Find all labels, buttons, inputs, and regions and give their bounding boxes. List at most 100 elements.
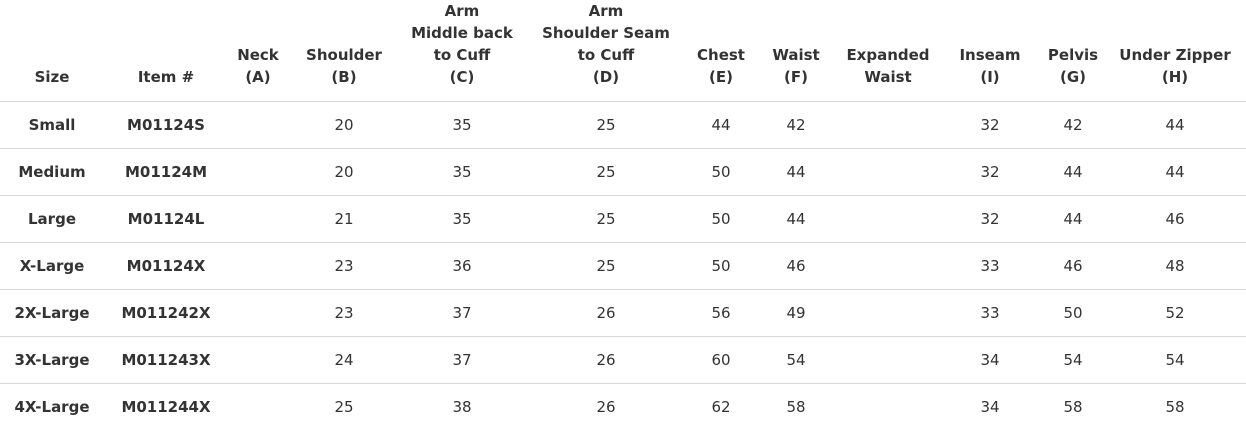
header-line: Neck	[237, 46, 279, 64]
header-line: (F)	[784, 68, 808, 86]
shoulder-cell: 21	[288, 195, 400, 243]
header-line: Item #	[137, 68, 195, 86]
header-line: (C)	[449, 68, 475, 86]
chest-cell: 62	[711, 398, 731, 416]
item-number-cell: M01124X	[104, 242, 228, 290]
header-item-number: Item #	[104, 0, 228, 102]
arm-shoulder-seam-cell: 26	[596, 398, 616, 416]
size-cell: 4X-Large	[14, 398, 90, 416]
chest-cell: 56	[688, 289, 754, 337]
neck-cell	[228, 242, 288, 290]
arm-shoulder-seam-cell: 25	[524, 101, 688, 149]
header-neck: Neck (A)	[228, 0, 288, 102]
arm-middle-back-cell: 35	[400, 148, 524, 196]
neck-cell	[228, 195, 288, 243]
inseam-cell: 34	[938, 336, 1042, 384]
table-row: X-Large M01124X 23 36 25 50 46 33 46 48	[0, 242, 1246, 290]
item-number-cell: M011242X	[104, 289, 228, 337]
neck-cell	[228, 101, 288, 149]
waist-cell: 46	[754, 242, 838, 290]
pelvis-cell: 58	[1063, 398, 1083, 416]
inseam-cell: 33	[938, 242, 1042, 290]
pelvis-cell: 46	[1042, 242, 1104, 290]
neck-cell	[228, 289, 288, 337]
header-line: (E)	[709, 68, 733, 86]
neck-cell	[228, 336, 288, 384]
item-number-cell: M01124M	[104, 148, 228, 196]
header-row: Size Item # Neck (A) Shoulder (B) Arm Mi…	[0, 0, 1246, 102]
header-line: Size	[34, 68, 70, 86]
arm-middle-back-cell: 35	[400, 101, 524, 149]
table-row: 4X-Large M011244X 25 38 26 62 58 34 58 5…	[0, 384, 1246, 431]
shoulder-cell: 20	[288, 148, 400, 196]
item-number-cell: M01124S	[104, 101, 228, 149]
header-line: Shoulder Seam	[542, 24, 670, 42]
table-row: Medium M01124M 20 35 25 50 44 32 44 44	[0, 148, 1246, 196]
header-line: to Cuff	[433, 46, 491, 64]
header-arm-shoulder-seam: Arm Shoulder Seam to Cuff (D)	[524, 0, 688, 102]
size-cell: Medium	[0, 148, 104, 196]
header-line: Arm	[444, 2, 480, 20]
waist-cell: 54	[754, 336, 838, 384]
size-cell: 3X-Large	[0, 336, 104, 384]
header-line: Under Zipper	[1119, 46, 1231, 64]
inseam-cell: 32	[938, 101, 1042, 149]
expanded-waist-cell	[838, 336, 938, 384]
size-cell: X-Large	[0, 242, 104, 290]
header-pelvis: Pelvis (G)	[1042, 0, 1104, 102]
inseam-cell: 34	[980, 398, 1000, 416]
header-chest: Chest (E)	[688, 0, 754, 102]
header-line: to Cuff	[577, 46, 635, 64]
arm-middle-back-cell: 37	[400, 289, 524, 337]
expanded-waist-cell	[838, 101, 938, 149]
arm-middle-back-cell: 35	[400, 195, 524, 243]
header-line: (H)	[1161, 68, 1189, 86]
waist-cell: 42	[754, 101, 838, 149]
expanded-waist-cell	[838, 384, 938, 431]
arm-middle-back-cell: 38	[452, 398, 472, 416]
chest-cell: 50	[688, 148, 754, 196]
table-row: Small M01124S 20 35 25 44 42 32 42 44	[0, 101, 1246, 149]
under-zipper-cell: 44	[1104, 148, 1246, 196]
header-line: Inseam	[959, 46, 1021, 64]
table-row: 3X-Large M011243X 24 37 26 60 54 34 54 5…	[0, 336, 1246, 384]
header-line: Waist	[864, 68, 912, 86]
under-zipper-cell: 46	[1104, 195, 1246, 243]
arm-shoulder-seam-cell: 25	[524, 242, 688, 290]
shoulder-cell: 23	[288, 242, 400, 290]
header-size: Size	[0, 0, 104, 102]
header-line: Pelvis	[1047, 46, 1099, 64]
shoulder-cell: 25	[334, 398, 354, 416]
under-zipper-cell: 58	[1165, 398, 1185, 416]
under-zipper-cell: 54	[1104, 336, 1246, 384]
pelvis-cell: 42	[1042, 101, 1104, 149]
expanded-waist-cell	[838, 195, 938, 243]
header-inseam: Inseam (I)	[938, 0, 1042, 102]
expanded-waist-cell	[838, 242, 938, 290]
pelvis-cell: 44	[1042, 195, 1104, 243]
header-waist: Waist (F)	[754, 0, 838, 102]
arm-middle-back-cell: 36	[400, 242, 524, 290]
under-zipper-cell: 52	[1104, 289, 1246, 337]
item-number-cell: M011243X	[104, 336, 228, 384]
shoulder-cell: 24	[288, 336, 400, 384]
size-cell: 2X-Large	[0, 289, 104, 337]
item-number-cell: M01124L	[104, 195, 228, 243]
header-line: (G)	[1059, 68, 1087, 86]
waist-cell: 44	[754, 195, 838, 243]
table-row: Large M01124L 21 35 25 50 44 32 44 46	[0, 195, 1246, 243]
chest-cell: 60	[688, 336, 754, 384]
pelvis-cell: 50	[1042, 289, 1104, 337]
pelvis-cell: 54	[1042, 336, 1104, 384]
expanded-waist-cell	[838, 289, 938, 337]
inseam-cell: 32	[938, 148, 1042, 196]
item-number-cell: M011244X	[121, 398, 211, 416]
header-shoulder: Shoulder (B)	[288, 0, 400, 102]
header-line: (I)	[980, 68, 1000, 86]
header-line: Shoulder	[306, 46, 382, 64]
under-zipper-cell: 44	[1104, 101, 1246, 149]
header-line: Middle back	[411, 24, 513, 42]
header-line: Arm	[588, 2, 624, 20]
header-line: Expanded	[846, 46, 930, 64]
